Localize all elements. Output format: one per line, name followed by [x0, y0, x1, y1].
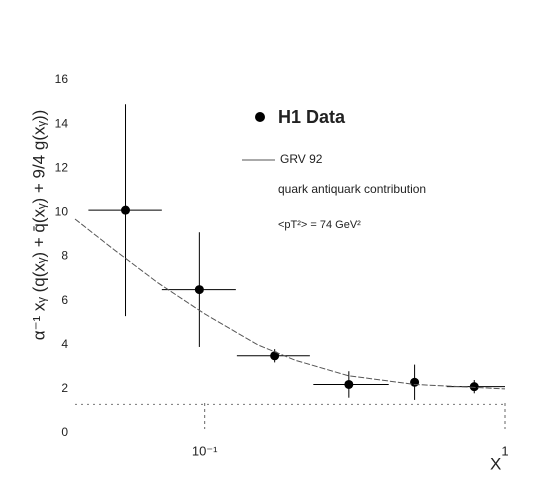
legend-label: H1 Data — [278, 107, 346, 127]
y-tick-label: 16 — [55, 72, 69, 86]
y-tick-label: 4 — [61, 337, 68, 351]
data-point — [344, 379, 354, 389]
x-axis-label: X — [490, 454, 501, 473]
y-axis-label: α⁻¹ xᵧ (q(xᵧ) + q̄(xᵧ) + 9/4 g(xᵧ)) — [29, 110, 48, 341]
legend-label: GRV 92 — [280, 152, 323, 166]
x-tick-label: 10⁻¹ — [192, 443, 218, 458]
y-tick-label: 12 — [55, 160, 69, 174]
y-tick-label: 8 — [61, 249, 68, 263]
y-tick-label: 10 — [55, 205, 69, 219]
annotation: quark antiquark contribution — [278, 182, 426, 196]
annotation: <pT²> = 74 GeV² — [278, 219, 361, 231]
x-tick-label: 1 — [501, 443, 508, 458]
legend-marker — [255, 112, 265, 122]
y-tick-label: 6 — [61, 293, 68, 307]
data-point — [121, 205, 131, 215]
data-point — [410, 377, 420, 387]
data-point — [469, 382, 479, 392]
data-point — [270, 351, 280, 361]
y-tick-label: 0 — [61, 425, 68, 439]
curve — [74, 218, 506, 390]
y-tick-label: 2 — [61, 381, 68, 395]
data-point — [194, 285, 204, 295]
y-tick-label: 14 — [55, 116, 69, 130]
